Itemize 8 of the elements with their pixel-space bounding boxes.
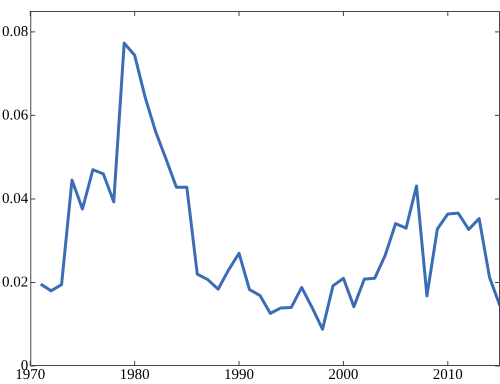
- y-tick-label: 0.06: [2, 107, 29, 124]
- x-tick-label: 1990: [224, 366, 254, 383]
- x-tick-label: 1980: [120, 366, 150, 383]
- x-tick-label: 2000: [328, 366, 358, 383]
- y-tick-label: 0.02: [2, 274, 28, 290]
- x-tick-label: 2010: [432, 366, 463, 383]
- y-tick-label: 0.04: [2, 190, 29, 207]
- y-tick-label: 0.08: [2, 24, 28, 40]
